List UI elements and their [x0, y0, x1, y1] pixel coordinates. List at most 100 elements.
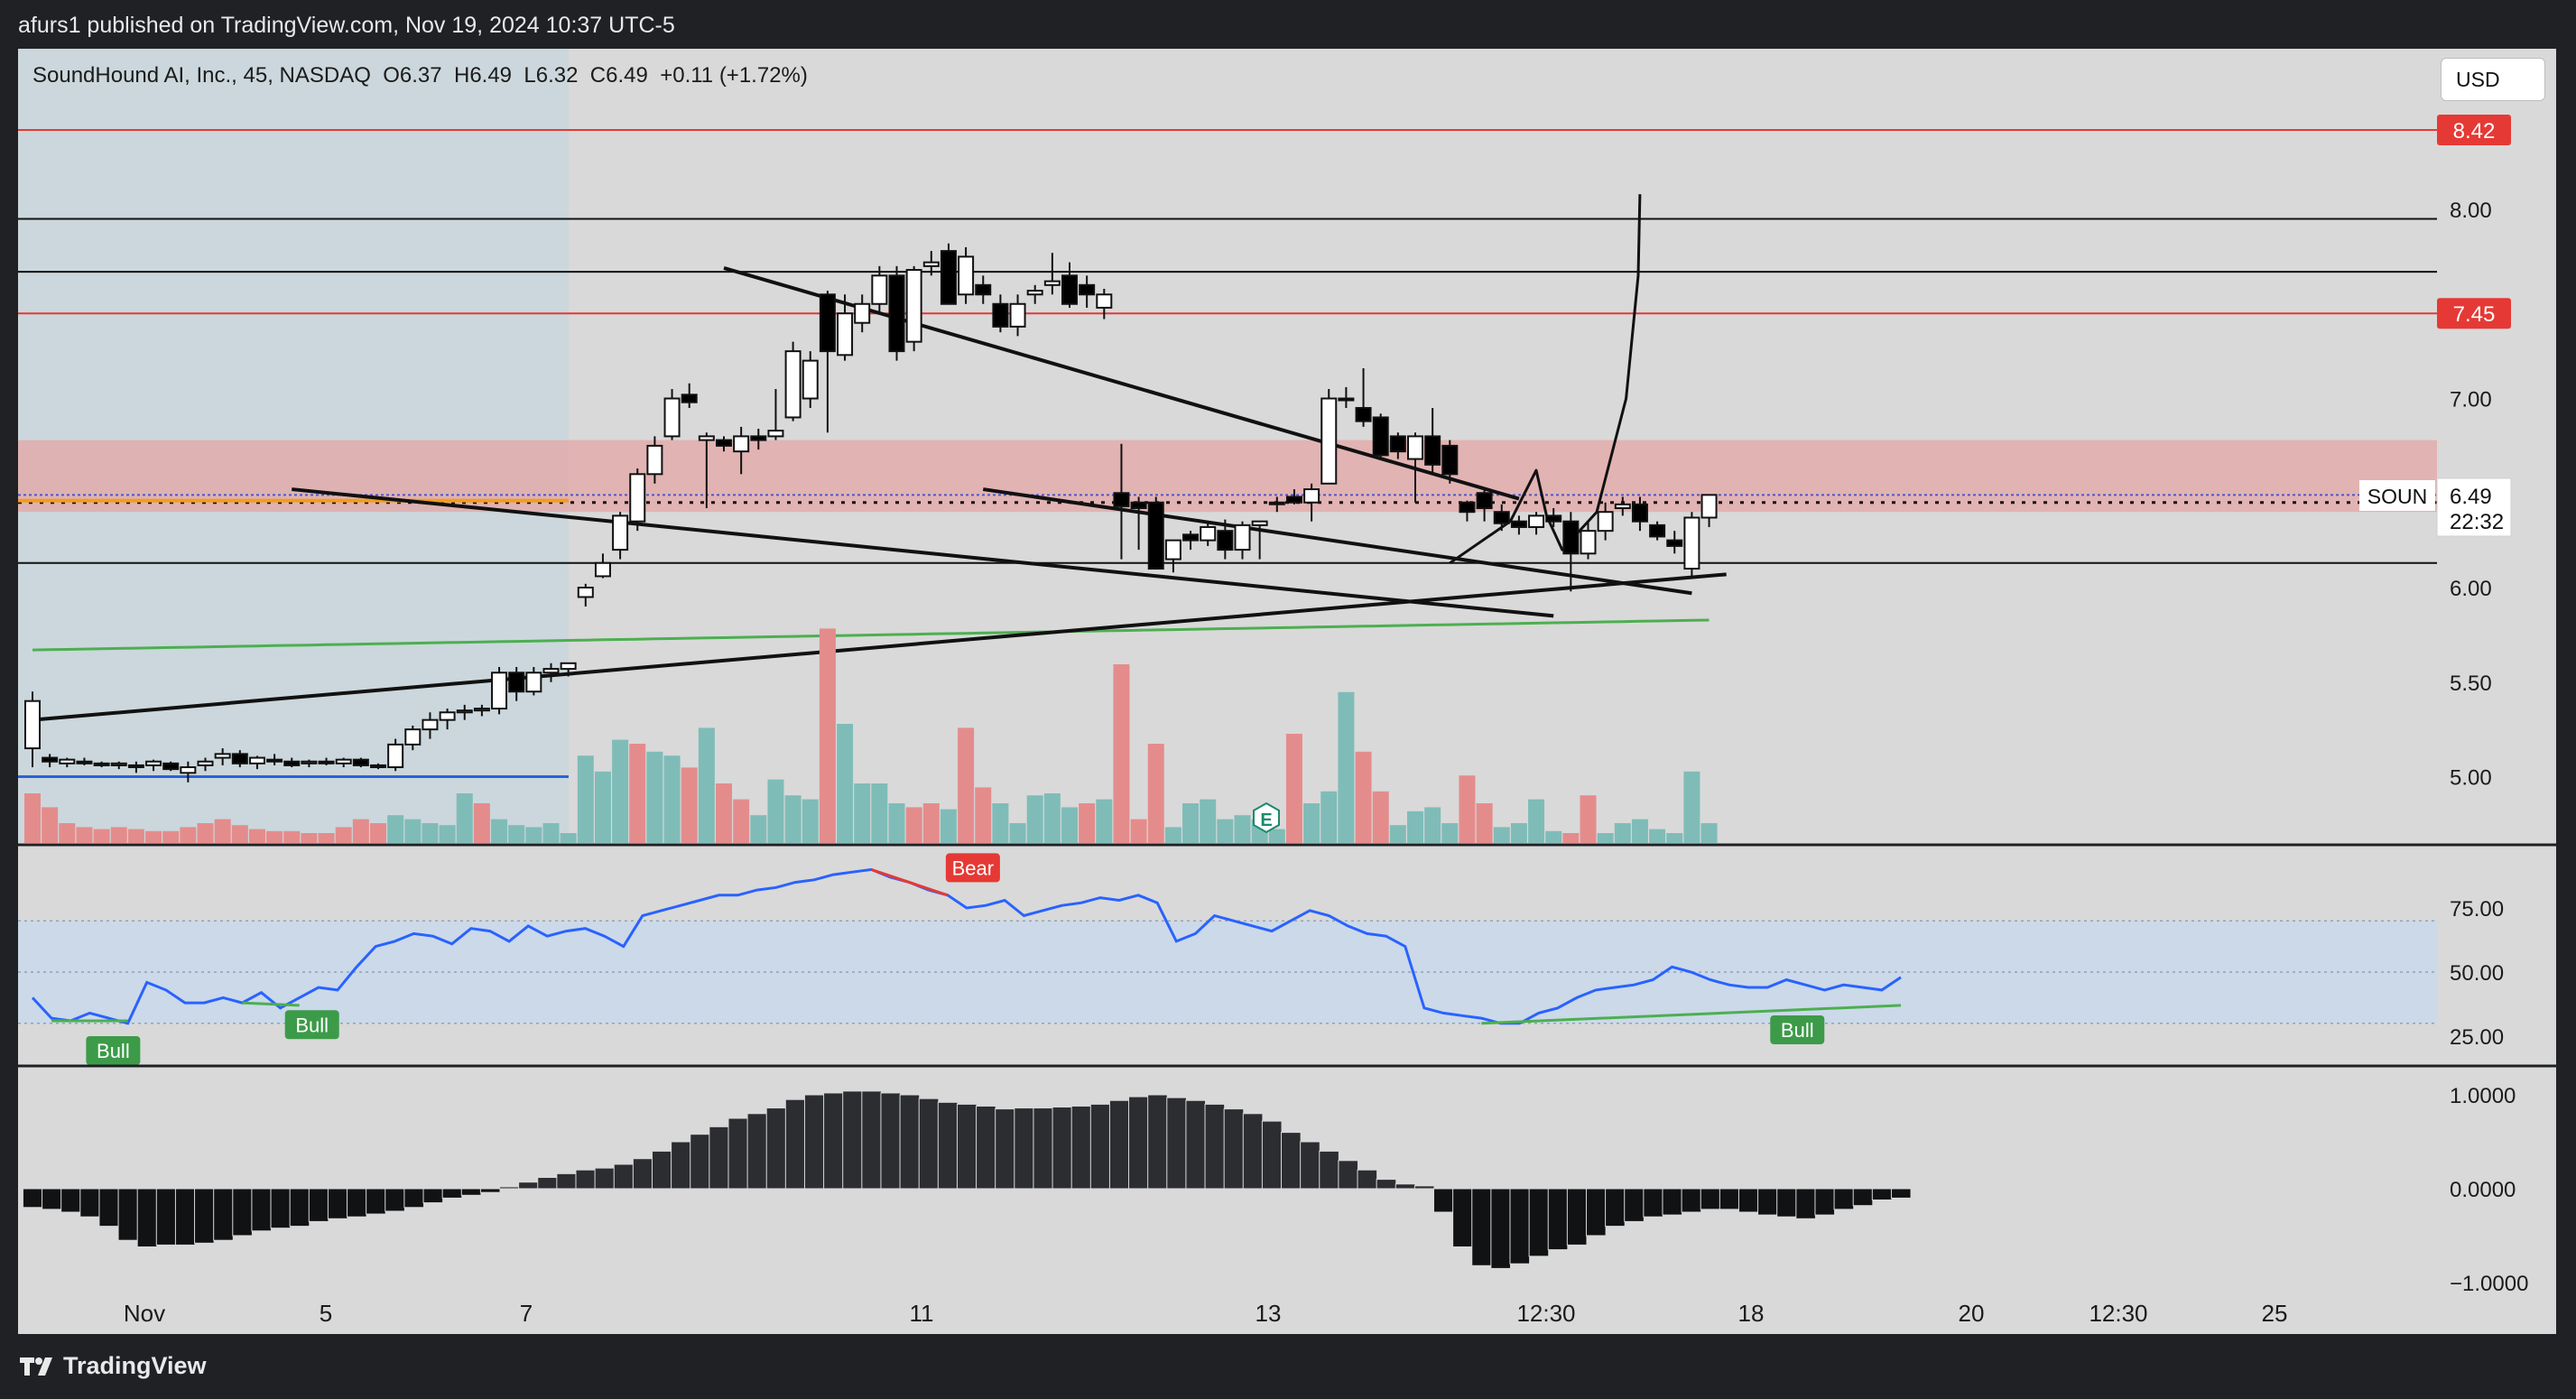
candle	[370, 764, 386, 769]
ohlc-legend: SoundHound AI, Inc., 45, NASDAQ O6.37 H6…	[32, 63, 808, 88]
volume-bar	[439, 825, 456, 843]
oscillator-bar	[42, 1188, 62, 1210]
oscillator-bar	[1833, 1188, 1855, 1210]
oscillator-bar	[1890, 1188, 1912, 1199]
volume-bar	[1026, 795, 1043, 843]
volume-bar	[301, 833, 318, 843]
volume-bar	[594, 771, 611, 843]
volume-bar	[1614, 823, 1631, 843]
candle	[1026, 290, 1043, 296]
oscillator-bar	[746, 1113, 768, 1190]
oscillator-bar	[1147, 1094, 1168, 1190]
volume-bar	[1580, 795, 1597, 843]
volume-bar	[1631, 819, 1648, 843]
time-tick: 25	[2262, 1300, 2288, 1327]
candle	[854, 302, 871, 324]
volume-bar	[180, 827, 197, 843]
candle	[1355, 406, 1372, 422]
volume-bar	[750, 815, 767, 843]
last-price-box	[2436, 477, 2512, 537]
candle	[1338, 397, 1355, 402]
oscillator-bar	[499, 1186, 520, 1190]
candle	[542, 668, 560, 674]
candle	[110, 762, 127, 766]
oscillator-bar	[651, 1150, 672, 1190]
currency-button[interactable]: USD	[2441, 58, 2545, 101]
volume-bar	[1285, 734, 1302, 843]
rsi-annotation: Bull	[97, 1040, 130, 1062]
footer-brand[interactable]: TradingView	[18, 1352, 207, 1380]
oscillator-bar	[232, 1188, 253, 1237]
volume-bar	[681, 767, 698, 843]
volume-bar	[612, 739, 629, 843]
oscillator-bar	[709, 1126, 729, 1190]
volume-bar	[1079, 803, 1096, 843]
price-layer	[18, 129, 2437, 783]
oscillator-bar	[1185, 1099, 1207, 1190]
candle	[439, 711, 456, 721]
volume-bar	[1043, 793, 1061, 843]
oscillator-bar	[289, 1188, 310, 1228]
volume-bar	[318, 833, 335, 843]
volume-bar	[1649, 829, 1666, 843]
volume-bar	[1700, 823, 1718, 843]
oscillator-bar	[1433, 1188, 1454, 1213]
oscillator-bar	[1242, 1113, 1264, 1190]
volume-bar	[560, 833, 577, 843]
oscillator-bar	[518, 1181, 539, 1190]
oscillator-bar	[1490, 1188, 1511, 1269]
candle	[1441, 444, 1459, 476]
oscillator-bar	[632, 1158, 653, 1190]
candle	[750, 435, 767, 441]
volume-bar	[1113, 664, 1130, 843]
candle	[1545, 514, 1562, 523]
candle	[1130, 501, 1147, 510]
candle	[1614, 503, 1631, 510]
volume-bar	[1061, 807, 1078, 843]
oscillator-bar	[79, 1188, 100, 1218]
candle	[231, 753, 248, 764]
volume-bar	[629, 744, 646, 843]
volume-bar	[266, 830, 283, 843]
symbol-tag-bg	[2359, 480, 2435, 511]
price-tick: 7.00	[2450, 388, 2492, 412]
candle	[1147, 501, 1164, 570]
volume-bar	[1303, 803, 1320, 843]
rsi-annotation-bg	[86, 1036, 141, 1065]
price-label: 8.42	[2453, 119, 2496, 144]
oscillator-bar	[1128, 1096, 1149, 1190]
candle	[629, 473, 646, 523]
volume-bar	[76, 827, 93, 843]
volume-bar	[992, 803, 1009, 843]
oscillator-bar	[1281, 1132, 1302, 1190]
volume-bar	[352, 819, 369, 843]
candle	[491, 672, 508, 710]
oscillator-bar	[347, 1188, 367, 1218]
oscillator-bar	[270, 1188, 292, 1229]
rsi-annotation: Bull	[1781, 1019, 1814, 1042]
volume-bar	[1407, 811, 1423, 843]
rsi-annotation-bg	[1770, 1015, 1825, 1044]
volume-bar	[1217, 819, 1234, 843]
oscillator-bar	[1338, 1160, 1359, 1190]
oscillator-bar	[1795, 1188, 1816, 1219]
candle	[1476, 492, 1493, 510]
volume-bar	[248, 829, 265, 843]
oscillator-bar	[803, 1094, 825, 1190]
volume-bar	[387, 815, 404, 843]
volume-bar	[1234, 815, 1251, 843]
oscillator-bar	[1585, 1188, 1607, 1237]
volume-bar	[145, 830, 162, 843]
oscillator-bar	[1528, 1188, 1550, 1257]
candle	[1510, 520, 1527, 528]
oscillator-bar	[594, 1167, 616, 1190]
candle	[145, 760, 162, 766]
price-tick: 8.00	[2450, 199, 2492, 223]
time-tick: 7	[520, 1300, 533, 1327]
volume-bar	[958, 727, 975, 843]
oscillator-bar	[1700, 1188, 1721, 1210]
volume-bar	[456, 793, 473, 843]
earnings-hexagon	[1253, 801, 1280, 834]
volume-bar	[1562, 833, 1580, 843]
